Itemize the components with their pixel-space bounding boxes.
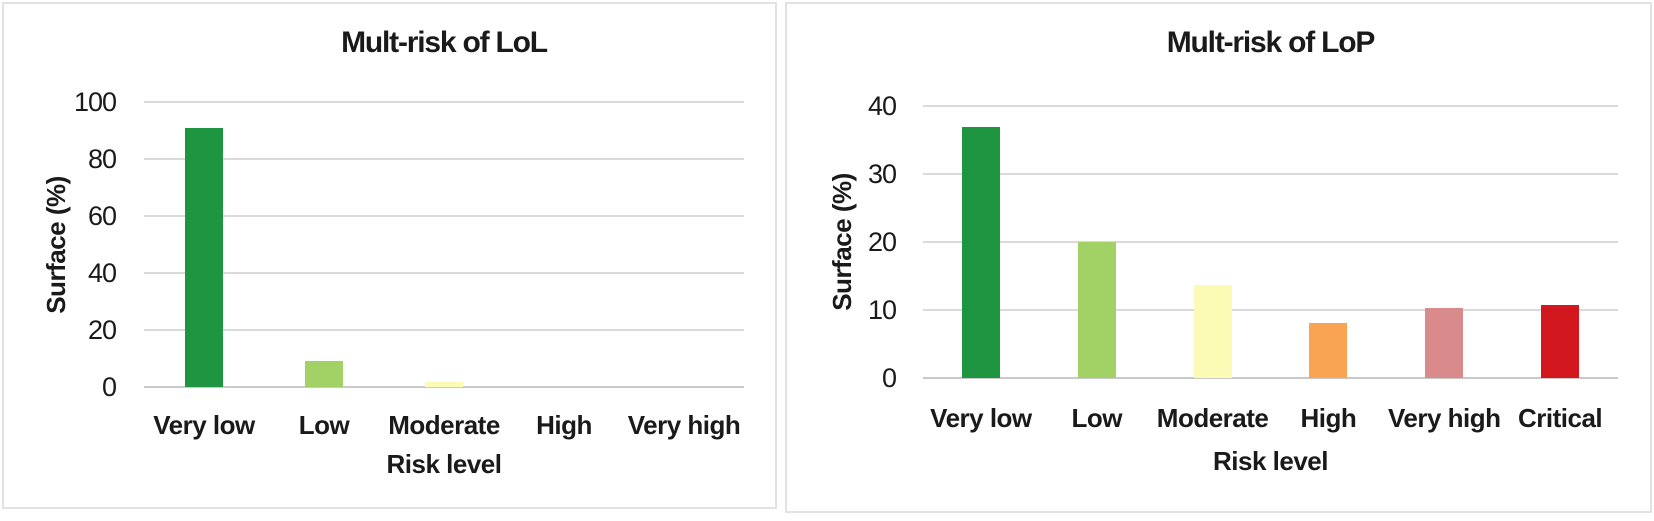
x-axis-title: Risk level <box>386 449 502 479</box>
gridline <box>144 215 744 217</box>
category-label-very-high: Very high <box>627 410 741 440</box>
y-tick-label: 40 <box>867 91 897 121</box>
y-tick-label: 10 <box>867 295 897 325</box>
category-label-very-high: Very high <box>1387 403 1501 433</box>
bar-high <box>1309 322 1348 378</box>
bar-very-high <box>1425 307 1464 378</box>
y-tick-label: 20 <box>867 227 897 257</box>
category-label-low: Low <box>298 410 350 440</box>
chart-panel-lop: Mult-risk of LoP 0 10 20 30 40 Surface (%) Ver… <box>785 2 1652 513</box>
category-label-very-low: Very low <box>153 410 255 440</box>
bar-low <box>1077 242 1116 378</box>
zero-gridline <box>923 377 1618 379</box>
y-axis-title: Surface (%) <box>41 175 71 314</box>
category-label-low: Low <box>1071 403 1122 433</box>
bar-critical <box>1541 304 1580 378</box>
bar-very-low <box>961 127 1000 378</box>
category-label-high: High <box>1300 403 1357 433</box>
y-tick-label: 0 <box>101 372 117 402</box>
y-tick-label: 100 <box>73 87 117 117</box>
gridline <box>923 241 1618 243</box>
category-label-moderate: Moderate <box>388 410 500 440</box>
gridline <box>144 272 744 274</box>
bar-low <box>305 361 343 387</box>
category-label-high: High <box>536 410 592 440</box>
x-axis-title: Risk level <box>1213 446 1328 476</box>
y-axis-title: Surface (%) <box>827 173 857 311</box>
bar-moderate <box>1193 284 1232 378</box>
category-label-critical: Critical <box>1517 403 1603 433</box>
gridline <box>144 158 744 160</box>
chart-title-lop: Mult-risk of LoP <box>1166 26 1376 59</box>
category-label-very-low: Very low <box>930 403 1032 433</box>
y-tick-label: 60 <box>87 201 117 231</box>
gridline <box>144 101 744 103</box>
chart-panel-lol: Mult-risk of LoL 0 20 40 60 80 100 Surface (%)… <box>2 2 777 509</box>
y-tick-label: 20 <box>87 315 117 345</box>
zero-gridline <box>144 386 744 388</box>
y-tick-label: 40 <box>87 258 117 288</box>
bar-moderate <box>425 382 463 387</box>
chart-title-lol: Mult-risk of LoL <box>341 26 548 59</box>
y-tick-label: 30 <box>867 159 897 189</box>
gridline <box>144 329 744 331</box>
y-tick-label: 0 <box>881 363 897 393</box>
gridline <box>923 173 1618 175</box>
bar-very-low <box>185 127 223 387</box>
gridline <box>923 309 1618 311</box>
gridline <box>923 105 1618 107</box>
category-label-moderate: Moderate <box>1156 403 1269 433</box>
y-tick-label: 80 <box>87 144 117 174</box>
